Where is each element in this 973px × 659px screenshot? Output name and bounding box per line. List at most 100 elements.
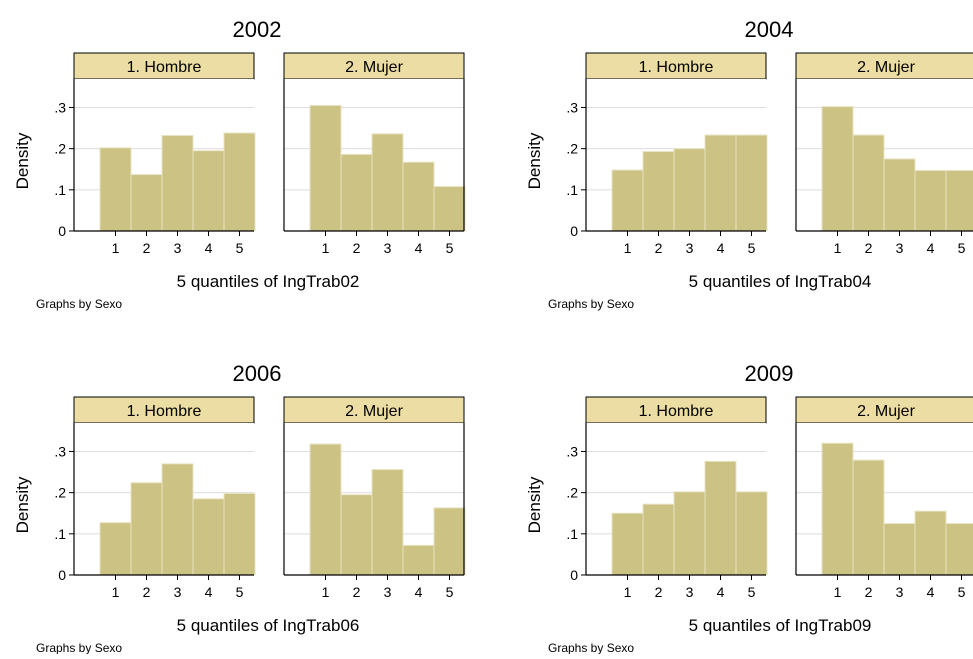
strip-header bbox=[283, 52, 465, 80]
x-tick-label: 2 bbox=[143, 584, 151, 600]
x-tick-label: 2 bbox=[655, 584, 663, 600]
y-tick-label: 0 bbox=[570, 567, 578, 583]
chart-title: 2002 bbox=[233, 17, 282, 42]
facet-label: 1. Hombre bbox=[639, 59, 714, 76]
x-tick-label: 3 bbox=[384, 240, 392, 256]
bar bbox=[914, 510, 947, 576]
x-tick-label: 2 bbox=[865, 584, 873, 600]
bar bbox=[99, 147, 132, 232]
graphs-by-note: Graphs by Sexo bbox=[548, 641, 634, 654]
facet-panel: 1. Hombre 1 2 3 4 5 0 .1 .2 .3 bbox=[566, 396, 768, 600]
x-tick-label: 5 bbox=[236, 584, 244, 600]
x-tick-label: 4 bbox=[415, 240, 423, 256]
bar bbox=[223, 132, 256, 232]
y-axis-label: Density bbox=[13, 132, 32, 189]
y-axis-label: Density bbox=[525, 132, 544, 189]
bar bbox=[130, 174, 163, 232]
graphs-by-note: Graphs by Sexo bbox=[36, 641, 122, 654]
bar bbox=[852, 134, 885, 232]
x-tick-label: 1 bbox=[834, 584, 842, 600]
bar bbox=[673, 148, 706, 232]
x-tick-label: 3 bbox=[686, 240, 694, 256]
x-tick-label: 2 bbox=[865, 240, 873, 256]
bar bbox=[192, 150, 225, 232]
x-tick-label: 1 bbox=[112, 584, 120, 600]
x-tick-label: 1 bbox=[834, 240, 842, 256]
bar bbox=[945, 523, 973, 576]
x-axis-label: 5 quantiles of IngTrab06 bbox=[177, 616, 360, 635]
x-tick-label: 1 bbox=[624, 240, 632, 256]
bar bbox=[642, 151, 675, 232]
chart-group: 2006 1. Hombre 1 2 3 4 5 0 .1 .2 .3 2. Mujer 1 2 3 4 5 De… bbox=[13, 361, 466, 655]
y-tick-label: 0 bbox=[58, 223, 66, 239]
bar bbox=[914, 169, 947, 232]
facet-label: 2. Mujer bbox=[345, 403, 403, 420]
graphs-by-note: Graphs by Sexo bbox=[36, 297, 122, 311]
x-tick-label: 2 bbox=[655, 240, 663, 256]
x-tick-label: 5 bbox=[958, 240, 966, 256]
bar bbox=[642, 503, 675, 576]
chart-title: 2006 bbox=[233, 361, 282, 386]
chart-title: 2009 bbox=[745, 361, 794, 386]
x-tick-label: 1 bbox=[624, 584, 632, 600]
x-tick-label: 3 bbox=[174, 584, 182, 600]
x-tick-label: 3 bbox=[896, 240, 904, 256]
bar bbox=[704, 134, 737, 232]
y-tick-label: .3 bbox=[566, 99, 578, 115]
bar bbox=[611, 512, 644, 576]
x-tick-label: 5 bbox=[236, 240, 244, 256]
y-tick-label: .1 bbox=[566, 526, 578, 542]
graphs-by-note: Graphs by Sexo bbox=[548, 297, 634, 311]
x-axis-label: 5 quantiles of IngTrab09 bbox=[689, 616, 872, 635]
y-tick-label: .2 bbox=[54, 485, 66, 501]
x-tick-label: 1 bbox=[322, 240, 330, 256]
x-tick-label: 3 bbox=[384, 584, 392, 600]
strip-header bbox=[585, 396, 767, 424]
facet-label: 1. Hombre bbox=[639, 403, 714, 420]
x-tick-label: 4 bbox=[205, 584, 213, 600]
y-axis-label: Density bbox=[13, 476, 32, 533]
bar bbox=[161, 134, 194, 232]
x-tick-label: 2 bbox=[353, 584, 361, 600]
bar bbox=[883, 523, 916, 576]
facet-panel: 1. Hombre 1 2 3 4 5 0 .1 .2 .3 bbox=[54, 52, 256, 256]
bar bbox=[309, 443, 342, 576]
bar bbox=[130, 482, 163, 576]
y-tick-label: 0 bbox=[570, 223, 578, 239]
x-axis-label: 5 quantiles of IngTrab02 bbox=[177, 272, 360, 291]
y-tick-label: .2 bbox=[566, 485, 578, 501]
strip-header bbox=[73, 52, 255, 80]
bar bbox=[433, 186, 466, 232]
x-tick-label: 3 bbox=[686, 584, 694, 600]
bar bbox=[735, 134, 768, 232]
bar bbox=[340, 153, 373, 232]
x-tick-label: 5 bbox=[748, 240, 756, 256]
x-tick-label: 5 bbox=[748, 584, 756, 600]
facet-panel: 2. Mujer 1 2 3 4 5 bbox=[795, 52, 973, 256]
x-tick-label: 3 bbox=[896, 584, 904, 600]
x-tick-label: 5 bbox=[446, 240, 454, 256]
bar bbox=[371, 469, 404, 576]
x-tick-label: 2 bbox=[143, 240, 151, 256]
x-tick-label: 4 bbox=[717, 584, 725, 600]
bar bbox=[99, 522, 132, 576]
facet-label: 1. Hombre bbox=[127, 59, 202, 76]
x-tick-label: 1 bbox=[322, 584, 330, 600]
chart-group: 2002 1. Hombre 1 2 3 4 5 0 .1 .2 .3 2. Mujer 1 2 3 4 5 De… bbox=[13, 17, 466, 311]
bar bbox=[161, 463, 194, 576]
x-tick-label: 4 bbox=[205, 240, 213, 256]
x-tick-label: 1 bbox=[112, 240, 120, 256]
bar bbox=[371, 133, 404, 232]
bar bbox=[704, 460, 737, 576]
facet-label: 2. Mujer bbox=[345, 59, 403, 76]
bar bbox=[402, 161, 435, 232]
x-tick-label: 4 bbox=[717, 240, 725, 256]
x-tick-label: 5 bbox=[958, 584, 966, 600]
bar bbox=[883, 158, 916, 232]
x-tick-label: 4 bbox=[927, 240, 935, 256]
bar bbox=[611, 169, 644, 232]
facet-label: 1. Hombre bbox=[127, 403, 202, 420]
y-tick-label: .1 bbox=[54, 182, 66, 198]
